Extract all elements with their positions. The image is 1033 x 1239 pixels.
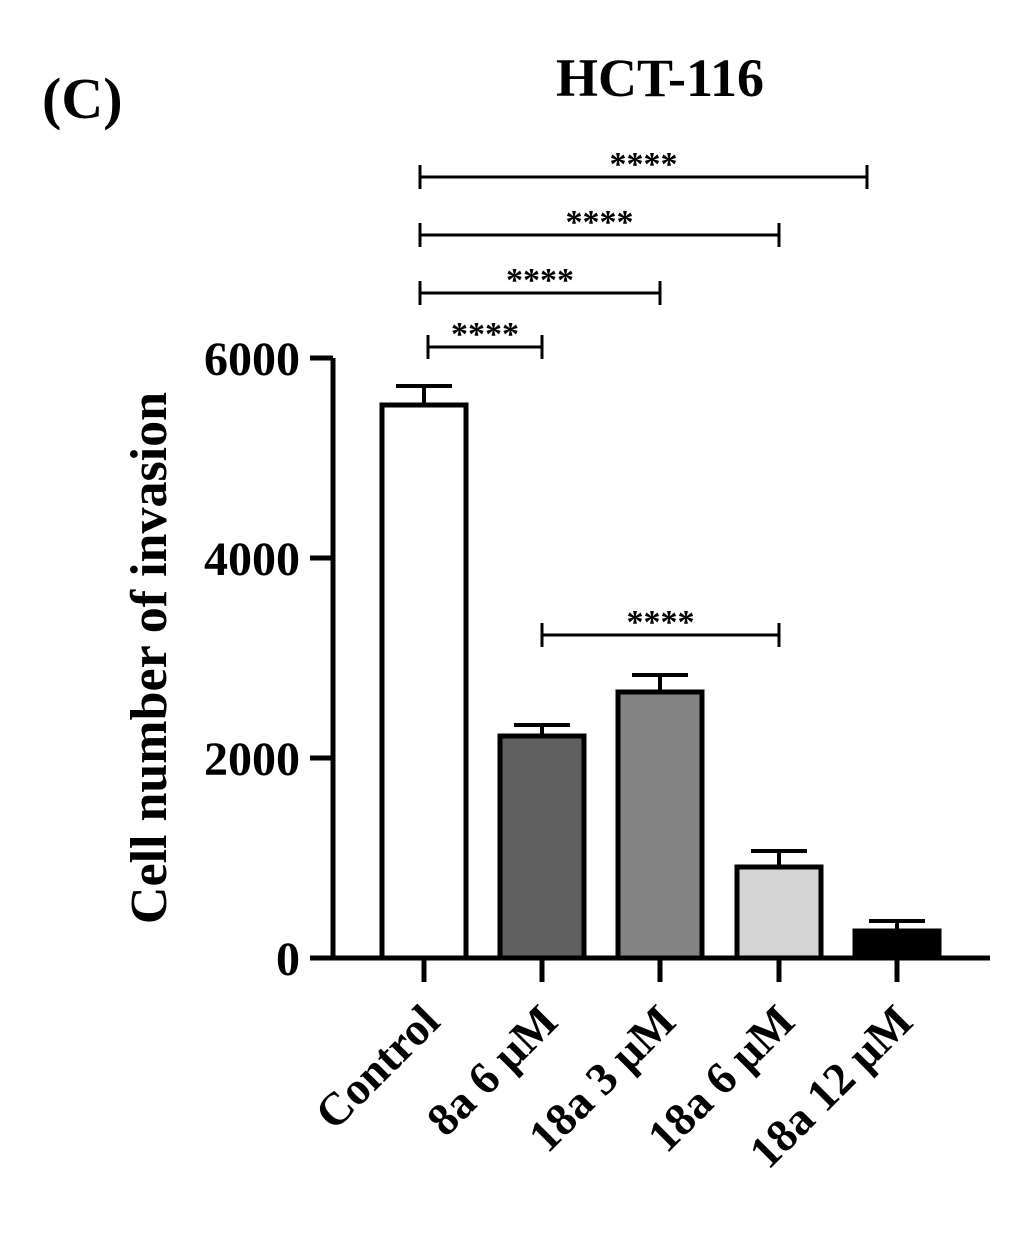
sig-label-2: ****: [506, 262, 574, 299]
sig-label-3: ****: [451, 316, 519, 353]
sig-label-4: ****: [627, 604, 695, 641]
chart-title: HCT-116: [556, 48, 764, 108]
bar-0: [379, 402, 469, 961]
y-tick-label-1: 2000: [204, 733, 300, 786]
y-tick-label-3: 6000: [204, 333, 300, 386]
y-tick-label-0: 0: [276, 933, 300, 986]
bar-1: [497, 733, 587, 961]
sig-label-0: ****: [610, 146, 678, 183]
bar-4: [852, 928, 942, 961]
bar-3: [734, 864, 824, 961]
y-tick-label-2: 4000: [204, 533, 300, 586]
y-axis-label: Cell number of invasion: [121, 392, 178, 924]
bar-2: [615, 689, 705, 961]
panel-label: (C): [42, 66, 123, 131]
sig-label-1: ****: [566, 204, 634, 241]
